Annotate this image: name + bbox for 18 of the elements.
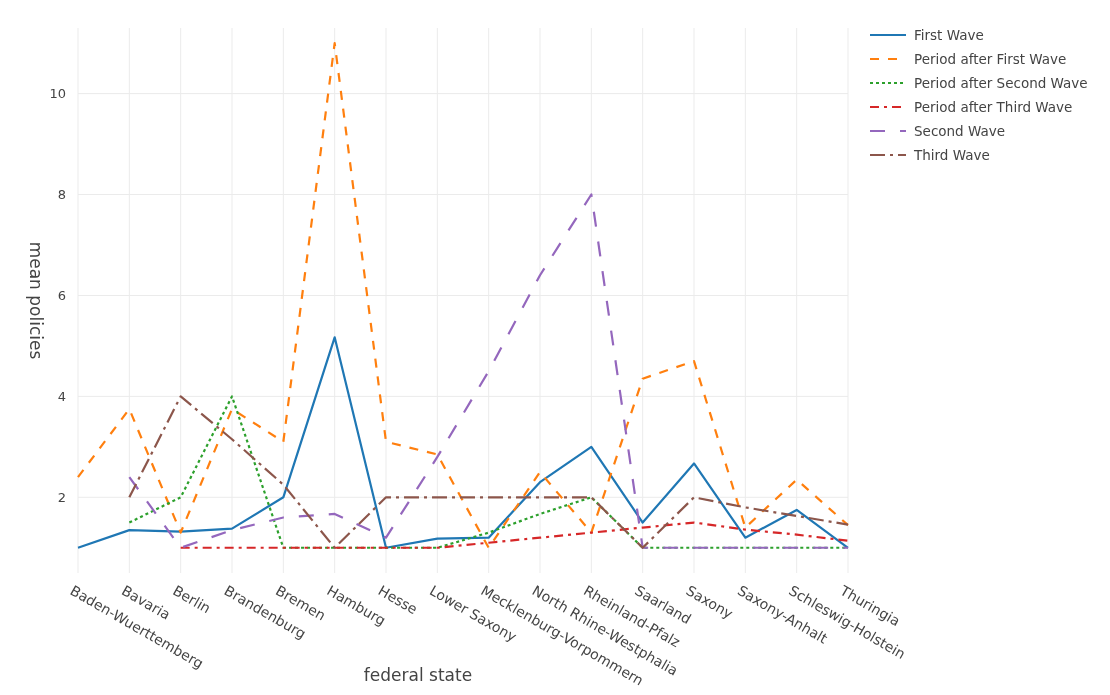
line-series <box>128 193 850 549</box>
y-tick-label: 10 <box>49 86 66 102</box>
y-tick-label: 6 <box>57 288 66 303</box>
line-series <box>179 521 850 549</box>
y-axis-title: mean policies <box>26 241 46 360</box>
y-tick-label: 2 <box>57 489 66 505</box>
y-tick-label: 4 <box>57 388 66 404</box>
legend-label: Third Wave <box>913 146 990 163</box>
x-axis-title: federal state <box>363 665 473 685</box>
y-tick-label: 8 <box>57 187 66 203</box>
legend-label: Period after Second Wave <box>914 74 1088 91</box>
line-series <box>128 395 850 549</box>
legend-label: Second Wave <box>914 122 1006 139</box>
line-series <box>76 42 850 549</box>
legend-label: First Wave <box>914 26 984 43</box>
legend-label: Period after First Wave <box>914 50 1067 67</box>
line-series <box>76 336 850 549</box>
legend-label: Period after Third Wave <box>914 98 1073 115</box>
